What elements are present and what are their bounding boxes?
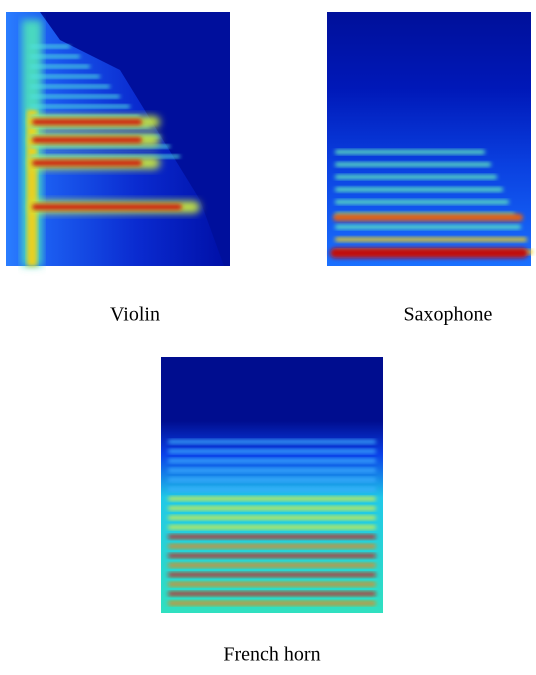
spectrogram-band [330, 248, 528, 258]
spectrogram-band [168, 450, 376, 454]
spectrogram-band [168, 602, 376, 606]
spectrogram-band [168, 459, 376, 463]
spectrogram-band [32, 119, 142, 125]
spectrogram-band [30, 75, 100, 78]
saxophone-spectrogram [327, 12, 533, 266]
caption: Saxophone [404, 304, 493, 326]
spectrogram-band [30, 105, 130, 108]
spectrogram-band [335, 238, 527, 242]
violin-spectrogram [6, 12, 230, 266]
spectrogram-band [168, 516, 376, 520]
spectrogram-band [335, 150, 485, 154]
french-horn-spectrogram [161, 357, 383, 613]
spectrogram-band [168, 592, 376, 596]
spectrogram-band [168, 469, 376, 473]
spectrogram-band [30, 45, 70, 48]
spectrogram-band [168, 545, 376, 549]
page: Violin Saxophone French horn (() => { co… [0, 0, 536, 670]
spectrogram-band [168, 535, 376, 539]
spectrogram-band [335, 175, 497, 179]
spectrogram-band [335, 188, 503, 192]
caption: French horn [223, 644, 320, 666]
spectrogram-band [32, 160, 142, 166]
spectrogram-band [335, 200, 509, 204]
spectrogram-band [168, 440, 376, 444]
spectrogram-band [30, 95, 120, 98]
spectrogram-band [335, 225, 521, 229]
spectrogram-band [30, 55, 80, 58]
spectrogram-band [32, 204, 182, 210]
spectrogram-band [168, 583, 376, 587]
spectrogram-band [333, 214, 523, 221]
spectrogram-band [32, 137, 142, 143]
spectrogram-band [168, 488, 376, 492]
spectrogram-band [30, 65, 90, 68]
figure: Violin Saxophone French horn [0, 0, 536, 670]
caption: Violin [110, 304, 160, 326]
spectrogram-band [168, 564, 376, 568]
spectrogram-band [168, 526, 376, 530]
spectrogram-band [335, 163, 491, 167]
spectrogram-band [27, 110, 37, 266]
spectrogram-band [168, 507, 376, 511]
spectrogram-band [30, 85, 110, 88]
spectrogram-band [168, 554, 376, 558]
spectrogram-band [168, 478, 376, 482]
spectrogram-band [168, 573, 376, 577]
spectrogram-band [168, 497, 376, 501]
